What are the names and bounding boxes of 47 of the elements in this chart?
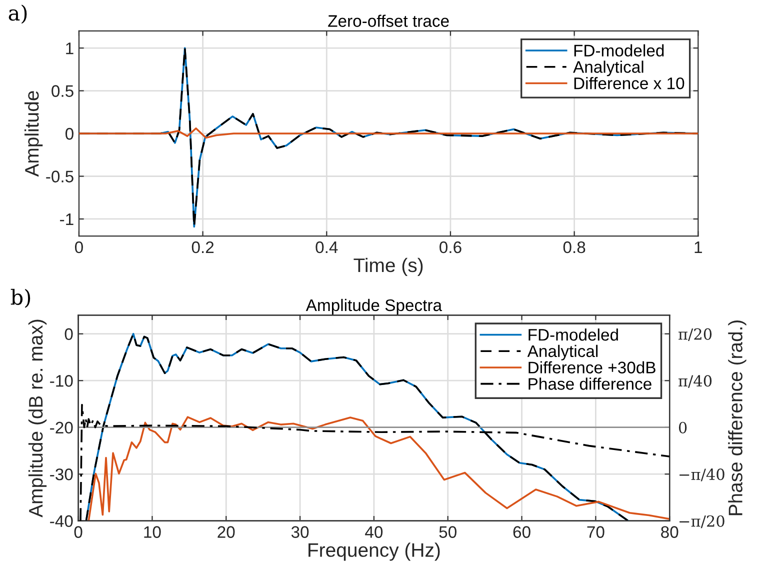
- x-tick-label: 0.4: [316, 241, 338, 254]
- line-series: [78, 127, 698, 139]
- x-tick-label: 0.6: [440, 241, 462, 254]
- y-axis-title: Amplitude (dB re. max): [28, 320, 47, 518]
- y2-tick-label: −π/40: [680, 468, 724, 482]
- legend-label: Phase difference: [528, 378, 652, 390]
- x-tick-label: 50: [439, 526, 456, 538]
- x-axis-title: Time (s): [354, 258, 423, 276]
- y-tick-label: -1: [60, 214, 74, 226]
- y2-tick-label: π/40: [678, 375, 712, 388]
- y2-tick-label: π/20: [678, 328, 712, 342]
- y-tick-label: 1: [66, 42, 74, 54]
- x-tick-label: 30: [291, 526, 309, 538]
- y-tick-label: 0: [65, 128, 74, 140]
- x-tick-label: 20: [218, 526, 235, 538]
- x-tick-label: 40: [365, 526, 383, 538]
- x-tick-label: 0.8: [563, 241, 586, 254]
- x-tick-label: 0: [74, 526, 82, 538]
- legend-label: FD-modeled: [574, 44, 664, 57]
- x-tick-label: 70: [587, 526, 604, 538]
- legend-label: Analytical: [527, 344, 598, 360]
- y-tick-label: 0: [64, 328, 73, 340]
- y-axis-title: Amplitude: [24, 91, 43, 177]
- legend-label: Difference x 10: [574, 77, 684, 90]
- x-tick-label: 10: [144, 526, 161, 538]
- x-axis-title: Frequency (Hz): [308, 542, 440, 561]
- y2-axis-title: Phase difference (rad.): [728, 320, 746, 516]
- y-tick-label: 0.5: [52, 85, 74, 97]
- y-tick-label: -40: [50, 515, 73, 528]
- legend-label: FD-modeled: [528, 328, 618, 341]
- x-tick-label: 0.2: [192, 241, 214, 254]
- x-tick-label: 0: [74, 241, 83, 254]
- chart-title: Zero-offset trace: [328, 14, 449, 27]
- x-tick-label: 60: [513, 526, 530, 538]
- x-tick-label: 1: [694, 242, 702, 254]
- y-tick-label: -0.5: [46, 170, 74, 182]
- y2-tick-label: −π/20: [680, 515, 724, 528]
- chart-title: Amplitude Spectra: [306, 298, 442, 314]
- y2-tick-label: 0: [678, 422, 687, 434]
- text: a): [8, 4, 27, 24]
- text: b): [10, 288, 30, 308]
- legend-label: Analytical: [573, 60, 644, 76]
- y-tick-label: -20: [50, 422, 73, 434]
- y-tick-label: -30: [50, 468, 73, 480]
- y-tick-label: -10: [50, 375, 73, 387]
- x-tick-label: 80: [661, 526, 678, 538]
- legend-label: Difference +30dB: [528, 361, 656, 374]
